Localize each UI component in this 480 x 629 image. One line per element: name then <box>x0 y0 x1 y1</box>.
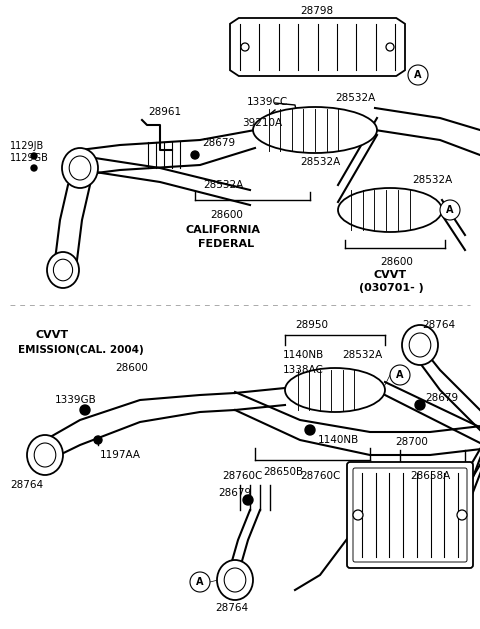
Ellipse shape <box>27 435 63 475</box>
Text: A: A <box>196 577 204 587</box>
Text: 1129GB: 1129GB <box>10 153 49 163</box>
Ellipse shape <box>217 560 253 600</box>
Text: CVVT: CVVT <box>373 270 406 280</box>
Circle shape <box>31 153 37 159</box>
Ellipse shape <box>47 252 79 288</box>
Circle shape <box>80 405 90 415</box>
Text: 28700: 28700 <box>396 437 429 447</box>
Text: 28764: 28764 <box>422 320 455 330</box>
Circle shape <box>241 43 249 51</box>
Text: 28798: 28798 <box>300 6 334 16</box>
Circle shape <box>31 165 37 171</box>
Text: 28679: 28679 <box>425 393 458 403</box>
Text: 28600: 28600 <box>210 210 243 220</box>
Text: 1129JB: 1129JB <box>10 141 44 151</box>
Text: 28532A: 28532A <box>300 157 340 167</box>
Circle shape <box>408 65 428 85</box>
Ellipse shape <box>224 568 246 592</box>
Text: 28764: 28764 <box>215 603 248 613</box>
Text: 28532A: 28532A <box>342 350 382 360</box>
Text: 28679: 28679 <box>202 138 235 148</box>
Circle shape <box>191 151 199 159</box>
Text: A: A <box>396 370 404 380</box>
Text: A: A <box>446 205 454 215</box>
Text: CALIFORNIA: CALIFORNIA <box>185 225 260 235</box>
Text: FEDERAL: FEDERAL <box>198 239 254 249</box>
Ellipse shape <box>338 188 442 232</box>
Text: 28679: 28679 <box>218 488 251 498</box>
Text: 28961: 28961 <box>148 107 181 117</box>
Ellipse shape <box>409 333 431 357</box>
Text: 28760C: 28760C <box>222 471 263 481</box>
Circle shape <box>457 510 467 520</box>
Text: 1339GB: 1339GB <box>55 395 97 405</box>
Circle shape <box>386 43 394 51</box>
Circle shape <box>190 572 210 592</box>
Polygon shape <box>230 18 405 76</box>
Circle shape <box>305 425 315 435</box>
Ellipse shape <box>34 443 56 467</box>
Text: 1140NB: 1140NB <box>318 435 359 445</box>
Text: CVVT: CVVT <box>35 330 68 340</box>
Text: (030701- ): (030701- ) <box>359 283 424 293</box>
Ellipse shape <box>253 107 377 153</box>
Ellipse shape <box>402 325 438 365</box>
Text: 28532A: 28532A <box>412 175 452 185</box>
Text: 1140NB: 1140NB <box>283 350 324 360</box>
Circle shape <box>353 510 363 520</box>
Text: 28650B: 28650B <box>263 467 303 477</box>
Circle shape <box>390 365 410 385</box>
Text: 28950: 28950 <box>296 320 328 330</box>
Text: 28658A: 28658A <box>410 471 450 481</box>
Text: A: A <box>414 70 422 80</box>
Ellipse shape <box>69 156 91 180</box>
Text: 28760C: 28760C <box>300 471 340 481</box>
Circle shape <box>94 436 102 444</box>
Text: 1339CC: 1339CC <box>247 97 288 107</box>
Text: 1197AA: 1197AA <box>100 450 141 460</box>
Text: 39210A: 39210A <box>242 118 282 128</box>
Ellipse shape <box>53 259 72 281</box>
Text: 28532A: 28532A <box>203 180 243 190</box>
Text: 1338AC: 1338AC <box>283 365 324 375</box>
FancyBboxPatch shape <box>347 462 473 568</box>
Circle shape <box>243 495 253 505</box>
Text: 28764: 28764 <box>10 480 43 490</box>
Ellipse shape <box>285 368 385 412</box>
Circle shape <box>415 400 425 410</box>
Text: 28600: 28600 <box>115 363 148 373</box>
Text: EMISSION(CAL. 2004): EMISSION(CAL. 2004) <box>18 345 144 355</box>
Text: 28532A: 28532A <box>335 93 375 103</box>
Ellipse shape <box>62 148 98 188</box>
Text: 28600: 28600 <box>380 257 413 267</box>
Circle shape <box>440 200 460 220</box>
